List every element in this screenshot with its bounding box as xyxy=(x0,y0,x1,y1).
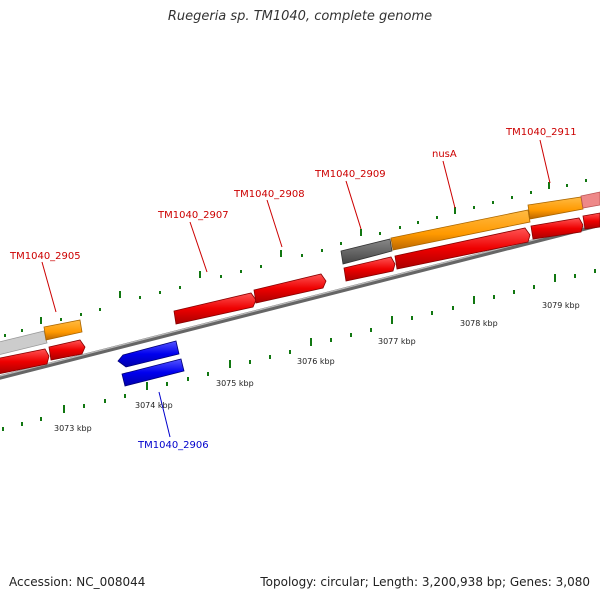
gene-label-TM1040_2907[interactable]: TM1040_2907 xyxy=(157,210,229,221)
feature-orange-1 xyxy=(43,319,83,341)
label-leaders xyxy=(41,139,551,438)
gene-label-nusA[interactable]: nusA xyxy=(432,149,457,160)
gene-arrow-TM1040_2906-b xyxy=(121,358,185,387)
gene-arrow-TM1040_2906-a xyxy=(117,340,180,368)
genome-backbone xyxy=(0,222,600,380)
scale-label-3073: 3073 kbp xyxy=(54,424,92,433)
gene-arrow-forward xyxy=(48,339,86,361)
gene-label-TM1040_2909[interactable]: TM1040_2909 xyxy=(314,169,386,180)
scale-label-3078: 3078 kbp xyxy=(460,319,498,328)
scale-label-3079: 3079 kbp xyxy=(542,301,580,310)
lower-tick-row xyxy=(2,269,596,431)
feature-orange-3 xyxy=(527,196,584,220)
scale-label-3077: 3077 kbp xyxy=(378,337,416,346)
gene-label-TM1040_2908[interactable]: TM1040_2908 xyxy=(233,189,305,200)
gene-arrow-nusA xyxy=(394,227,531,270)
gene-label-TM1040_2905[interactable]: TM1040_2905 xyxy=(9,251,81,262)
gene-arrow-TM1040_2908 xyxy=(253,273,327,304)
reverse-genes[interactable] xyxy=(117,340,185,387)
feature-orange-2 xyxy=(390,209,531,251)
gene-arrow-TM1040_2911 xyxy=(582,212,600,230)
scale-label-3075: 3075 kbp xyxy=(216,379,254,388)
gene-arrow-forward xyxy=(0,348,50,375)
feature-row-upper[interactable] xyxy=(0,191,600,355)
map-title: Ruegeria sp. TM1040, complete genome xyxy=(167,9,433,24)
accession-text: Accession: NC_008044 xyxy=(9,575,146,589)
genome-summary-text: Topology: circular; Length: 3,200,938 bp… xyxy=(260,575,590,589)
scale-label-3074: 3074 kbp xyxy=(135,401,173,410)
gene-label-TM1040_2906[interactable]: TM1040_2906 xyxy=(137,440,209,451)
gene-arrow-TM1040_2909 xyxy=(343,256,396,282)
gene-arrow-forward xyxy=(530,217,584,240)
feature-pink xyxy=(580,191,600,209)
feature-dark-grey xyxy=(340,238,393,265)
feature-light-grey xyxy=(0,330,48,355)
scale-label-3076: 3076 kbp xyxy=(297,357,335,366)
forward-genes[interactable] xyxy=(0,212,600,375)
gene-label-TM1040_2911[interactable]: TM1040_2911 xyxy=(505,127,577,138)
upper-tick-row xyxy=(4,179,587,337)
gene-arrow-TM1040_2907 xyxy=(173,292,257,325)
